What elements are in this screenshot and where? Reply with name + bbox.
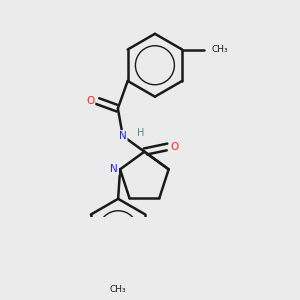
Text: H: H [136,128,144,138]
Text: N: N [119,131,127,141]
Text: N: N [110,164,118,174]
Text: CH₃: CH₃ [110,285,126,294]
Text: O: O [171,142,179,152]
Text: O: O [86,96,94,106]
Text: CH₃: CH₃ [212,45,228,54]
